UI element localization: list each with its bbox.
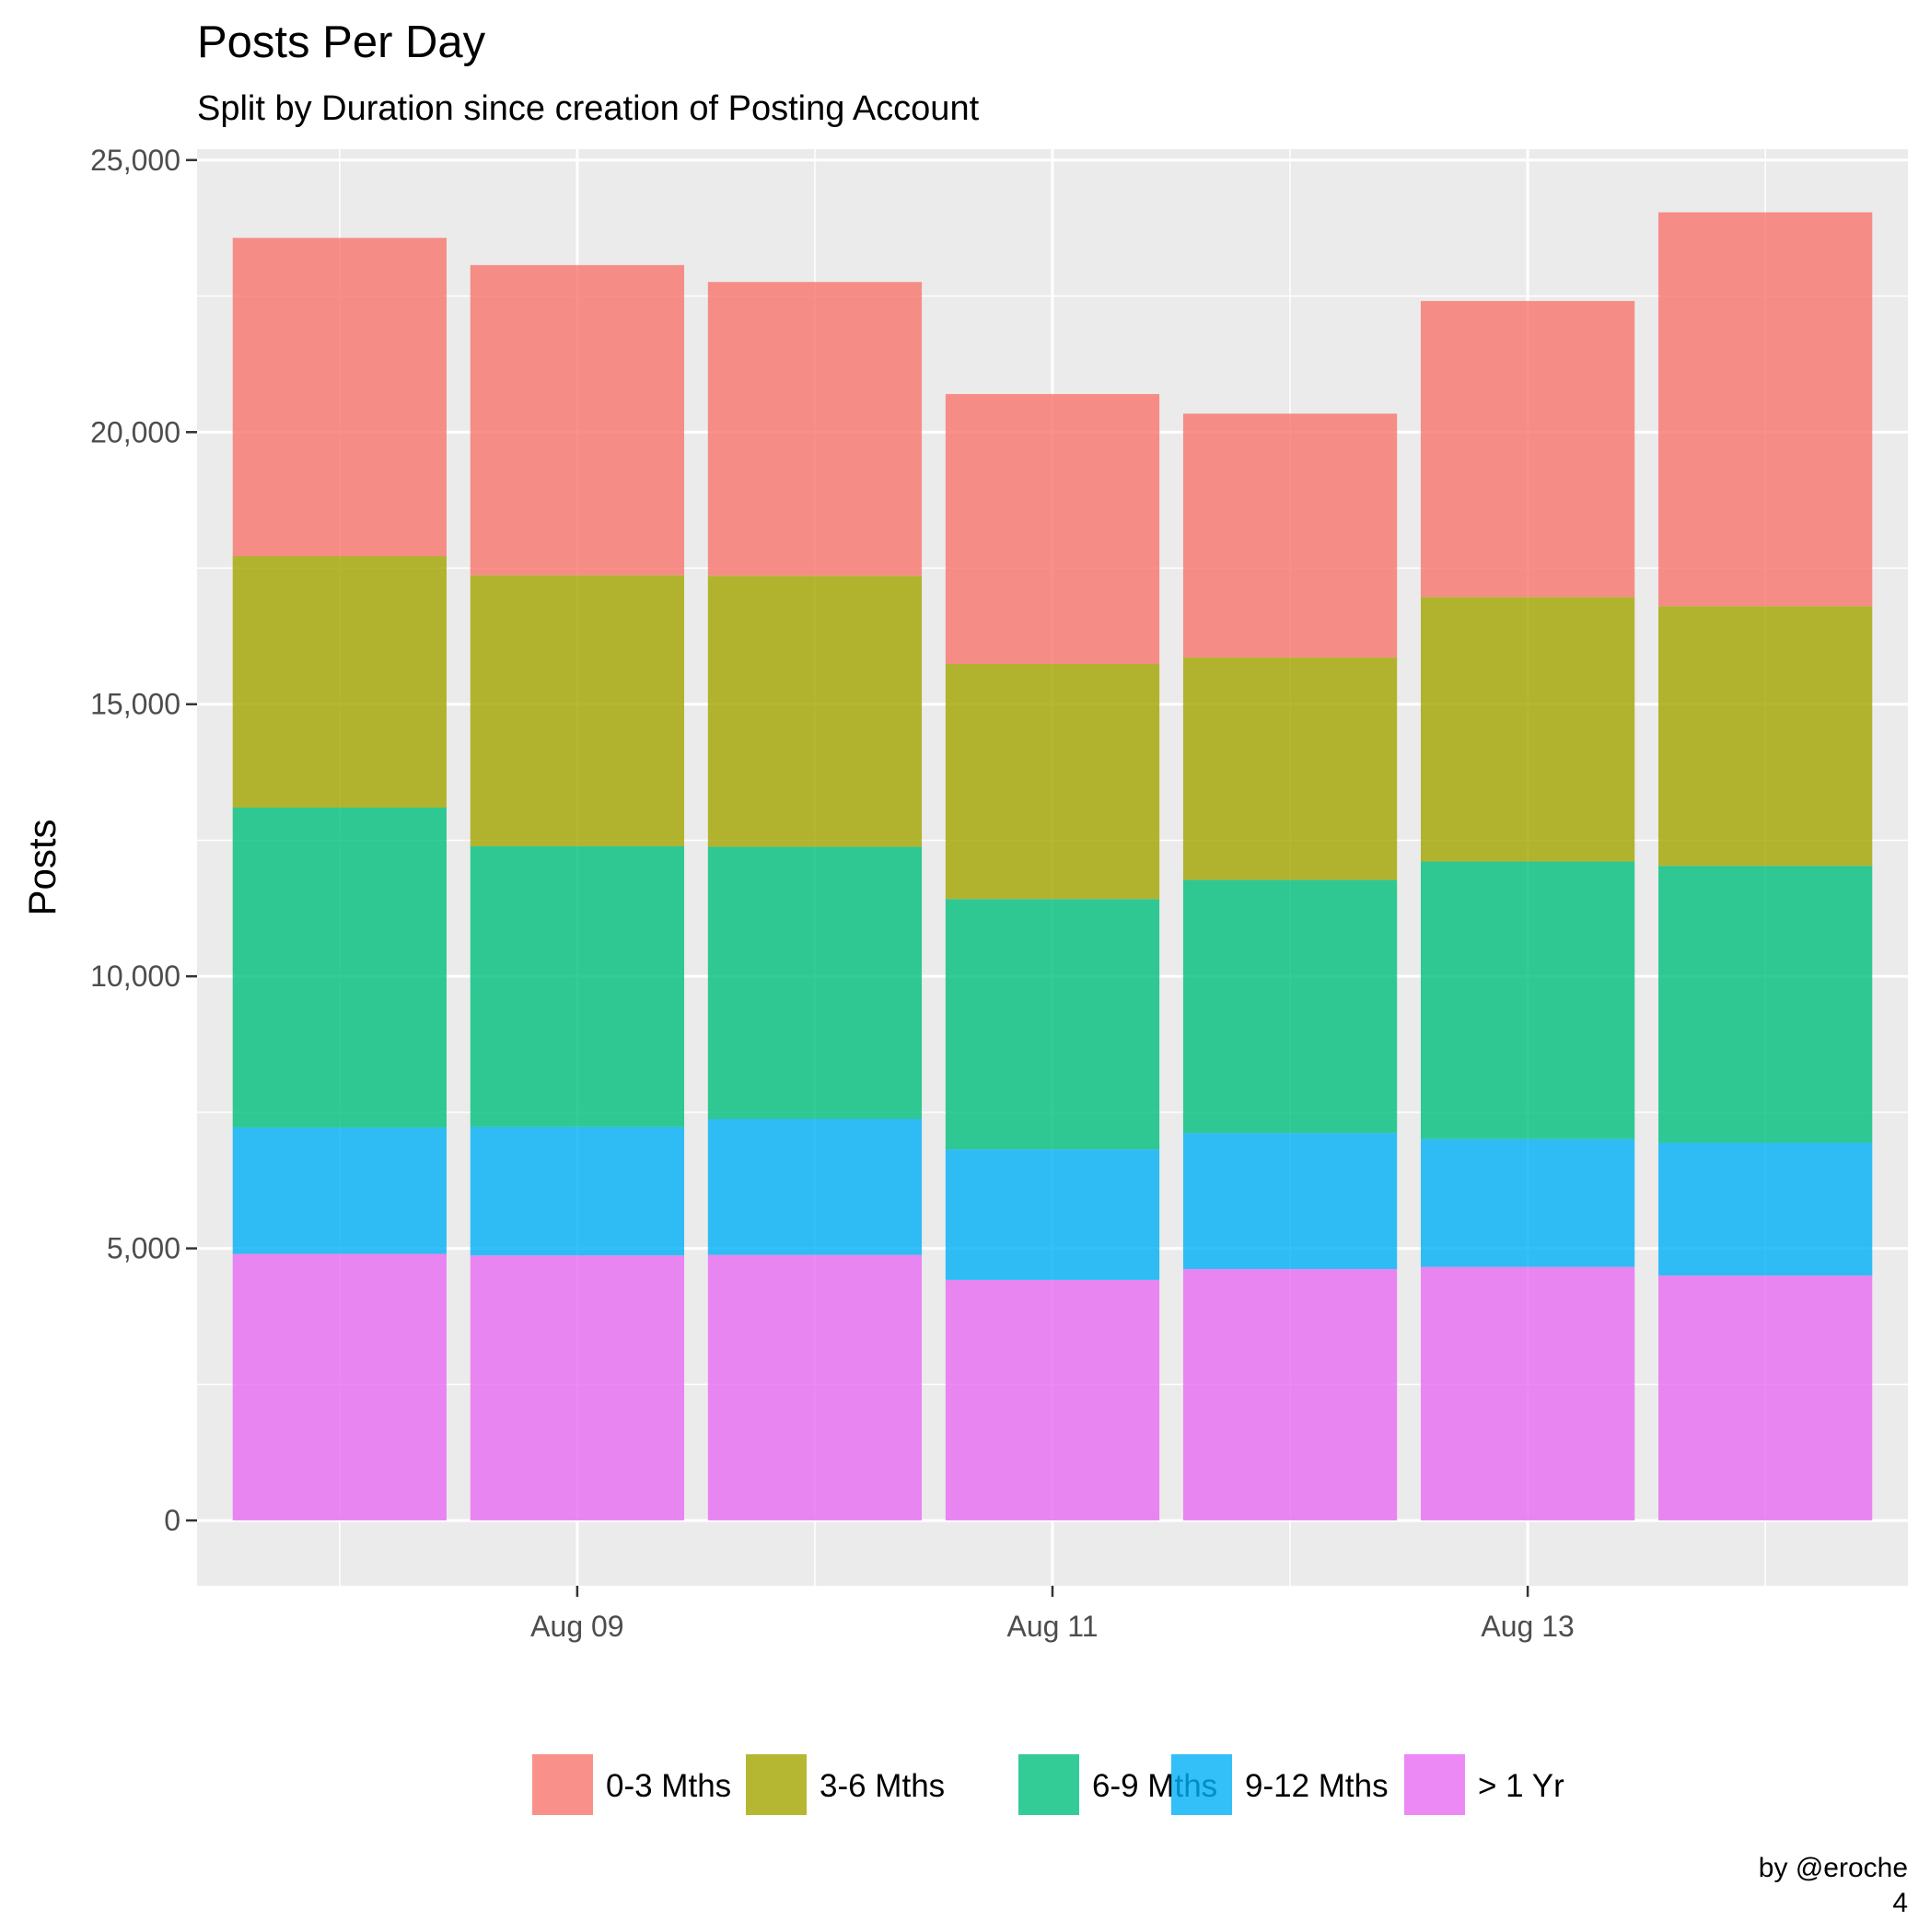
bar-segment-aug-09-series-1 bbox=[470, 1126, 685, 1256]
caption-author: by @eroche bbox=[1759, 1853, 1908, 1883]
bar-segment-aug-14-series-4 bbox=[1658, 212, 1873, 607]
bar-segment-aug-14-series-0 bbox=[1658, 1275, 1873, 1521]
legend-key bbox=[1404, 1754, 1465, 1815]
legend-label: > 1 Yr bbox=[1478, 1768, 1564, 1804]
bar-segment-aug-14-series-3 bbox=[1658, 606, 1873, 867]
bar-segment-aug-13-series-1 bbox=[1420, 1138, 1635, 1267]
y-tick-label: 0 bbox=[164, 1504, 180, 1537]
y-tick-label: 20,000 bbox=[90, 415, 180, 448]
bar-segment-aug-11-series-4 bbox=[945, 393, 1160, 664]
bar-segment-aug-13-series-4 bbox=[1420, 300, 1635, 598]
y-tick-label: 15,000 bbox=[90, 688, 180, 721]
bar-segment-aug-08-series-2 bbox=[232, 808, 447, 1128]
chart-subtitle: Split by Duration since creation of Post… bbox=[197, 89, 980, 128]
bar-segment-aug-08-series-4 bbox=[232, 238, 447, 556]
legend-key bbox=[1171, 1754, 1232, 1815]
bar-segment-aug-08-series-3 bbox=[232, 556, 447, 808]
legend: 0-3 Mths 3-6 Mths 6-9 Mths 9-12 Mths > 1 Yr bbox=[532, 1754, 1564, 1815]
bar-segment-aug-10-series-4 bbox=[707, 282, 923, 576]
caption-page-number: 4 bbox=[1892, 1888, 1908, 1918]
bar-segment-aug-09-series-4 bbox=[470, 264, 685, 576]
bar-segment-aug-12-series-2 bbox=[1182, 879, 1398, 1134]
bar-segment-aug-09-series-3 bbox=[470, 575, 685, 846]
x-tick-label: Aug 13 bbox=[1481, 1610, 1574, 1643]
bar-segment-aug-12-series-0 bbox=[1182, 1269, 1398, 1521]
axes: 0 5,000 10,000 15,000 20,000 25,000 Aug 09 Aug … bbox=[90, 144, 1575, 1643]
bar-segment-aug-12-series-1 bbox=[1182, 1133, 1398, 1270]
legend-key bbox=[746, 1754, 807, 1815]
bar-segment-aug-12-series-4 bbox=[1182, 413, 1398, 658]
bar-segment-aug-08-series-1 bbox=[232, 1127, 447, 1254]
legend-label: 0-3 Mths bbox=[606, 1768, 731, 1804]
bar-segment-aug-10-series-1 bbox=[707, 1119, 923, 1255]
bar-segment-aug-11-series-1 bbox=[945, 1149, 1160, 1280]
bars bbox=[232, 212, 1873, 1521]
bar-segment-aug-10-series-0 bbox=[707, 1254, 923, 1521]
bar-segment-aug-13-series-3 bbox=[1420, 597, 1635, 862]
y-tick-label: 5,000 bbox=[107, 1232, 180, 1265]
legend-label: 3-6 Mths bbox=[820, 1768, 945, 1804]
bar-segment-aug-11-series-2 bbox=[945, 899, 1160, 1150]
bar-segment-aug-11-series-0 bbox=[945, 1279, 1160, 1521]
legend-key bbox=[532, 1754, 593, 1815]
x-tick-label: Aug 11 bbox=[1006, 1610, 1098, 1643]
bar-segment-aug-13-series-0 bbox=[1420, 1266, 1635, 1521]
bar-segment-aug-09-series-0 bbox=[470, 1255, 685, 1521]
bar-segment-aug-10-series-3 bbox=[707, 576, 923, 847]
bar-segment-aug-14-series-1 bbox=[1658, 1143, 1873, 1276]
x-tick-label: Aug 09 bbox=[530, 1610, 623, 1643]
chart-title: Posts Per Day bbox=[197, 17, 486, 67]
bar-segment-aug-13-series-2 bbox=[1420, 861, 1635, 1139]
bar-segment-aug-09-series-2 bbox=[470, 845, 685, 1127]
bar-segment-aug-14-series-2 bbox=[1658, 866, 1873, 1143]
bar-segment-aug-11-series-3 bbox=[945, 664, 1160, 900]
legend-label: 9-12 Mths bbox=[1245, 1768, 1389, 1804]
bar-segment-aug-08-series-0 bbox=[232, 1253, 447, 1521]
y-tick-label: 25,000 bbox=[90, 144, 180, 177]
bar-segment-aug-12-series-3 bbox=[1182, 657, 1398, 880]
legend-key bbox=[1018, 1754, 1079, 1815]
y-tick-label: 10,000 bbox=[90, 960, 180, 993]
y-axis-title: Posts bbox=[20, 819, 64, 915]
bar-segment-aug-10-series-2 bbox=[707, 846, 923, 1119]
